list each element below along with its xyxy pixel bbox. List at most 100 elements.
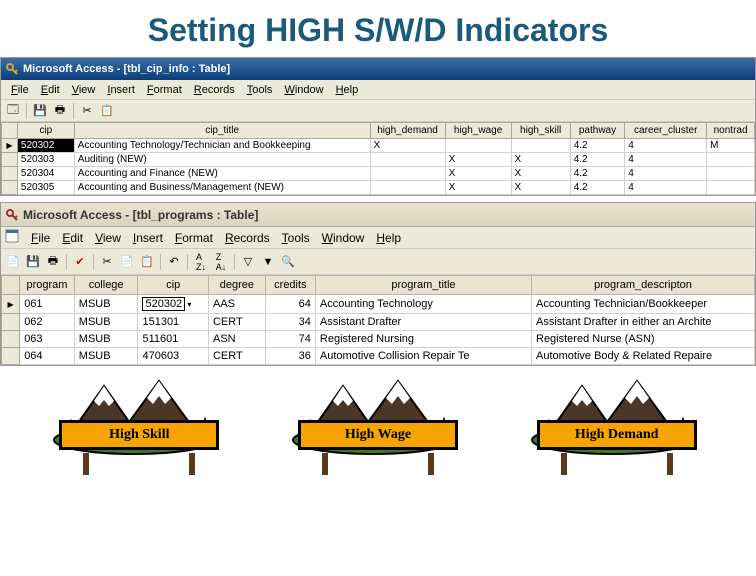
cell-cip[interactable]: 520303 [17, 153, 74, 167]
tb-print-icon[interactable]: 🖶 [44, 253, 62, 271]
menu-file[interactable]: File [25, 229, 56, 247]
cell-high_demand[interactable]: X [370, 139, 445, 153]
cell-program[interactable]: 061 [20, 295, 75, 314]
cell-pathway[interactable]: 4.2 [570, 167, 625, 181]
rowhead[interactable] [2, 153, 18, 167]
tb-sort-desc-icon[interactable]: ZA↓ [212, 253, 230, 271]
cell-high_wage[interactable] [445, 139, 511, 153]
cell-degree[interactable]: CERT [208, 314, 265, 331]
menu-tools[interactable]: Tools [276, 229, 316, 247]
cell-nontrad[interactable]: M [707, 139, 755, 153]
grid-programs[interactable]: programcollegecipdegreecreditsprogram_ti… [1, 275, 755, 365]
table-row[interactable]: 520303Auditing (NEW)XX4.24 [2, 153, 755, 167]
cell-cip[interactable]: 520305 [17, 181, 74, 195]
table-row[interactable]: 520302Accounting Technology/Technician a… [2, 139, 755, 153]
tb-cut-icon[interactable]: ✂ [78, 102, 96, 120]
col-pathway[interactable]: pathway [570, 123, 625, 139]
tb-spell-icon[interactable]: ✔ [71, 253, 89, 271]
menu-records[interactable]: Records [188, 82, 241, 98]
cell-cip_title[interactable]: Accounting and Finance (NEW) [74, 167, 370, 181]
tb-cut-icon[interactable]: ✂ [98, 253, 116, 271]
rowhead-corner[interactable] [2, 123, 18, 139]
rowhead[interactable] [2, 314, 20, 331]
col-cip[interactable]: cip [138, 276, 209, 295]
cell-high_wage[interactable]: X [445, 181, 511, 195]
cell-program[interactable]: 063 [20, 331, 75, 348]
rowhead-corner[interactable] [2, 276, 20, 295]
cell-cip[interactable]: 520304 [17, 167, 74, 181]
table-row[interactable]: 063MSUB511601ASN74Registered NursingRegi… [2, 331, 755, 348]
cell-degree[interactable]: AAS [208, 295, 265, 314]
tb-filter-icon[interactable]: ▽ [239, 253, 257, 271]
tb-copy-icon[interactable]: 📄 [118, 253, 136, 271]
cell-high_demand[interactable] [370, 181, 445, 195]
menu-format[interactable]: Format [169, 229, 219, 247]
col-nontrad[interactable]: nontrad [707, 123, 755, 139]
cell-cip[interactable]: 520302 ▾ [138, 295, 209, 314]
cell-career_cluster[interactable]: 4 [625, 167, 707, 181]
cell-program_descripton[interactable]: Assistant Drafter in either an Archite [532, 314, 755, 331]
col-high_wage[interactable]: high_wage [445, 123, 511, 139]
cell-program_descripton[interactable]: Registered Nurse (ASN) [532, 331, 755, 348]
cell-cip[interactable]: 520302 [17, 139, 74, 153]
tb-save-icon[interactable]: 💾 [24, 253, 42, 271]
cell-college[interactable]: MSUB [74, 295, 138, 314]
menu-tools[interactable]: Tools [241, 82, 279, 98]
rowhead[interactable] [2, 331, 20, 348]
cell-degree[interactable]: CERT [208, 348, 265, 365]
rowhead[interactable] [2, 139, 18, 153]
cell-nontrad[interactable] [707, 153, 755, 167]
col-degree[interactable]: degree [208, 276, 265, 295]
col-credits[interactable]: credits [265, 276, 315, 295]
menu-insert[interactable]: Insert [127, 229, 169, 247]
cell-nontrad[interactable] [707, 167, 755, 181]
cell-pathway[interactable]: 4.2 [570, 139, 625, 153]
cell-pathway[interactable]: 4.2 [570, 153, 625, 167]
cell-college[interactable]: MSUB [74, 331, 138, 348]
cell-career_cluster[interactable]: 4 [625, 139, 707, 153]
cell-high_wage[interactable]: X [445, 167, 511, 181]
menu-window[interactable]: Window [278, 82, 329, 98]
tb-view-icon[interactable]: 📄 [4, 253, 22, 271]
cell-high_skill[interactable] [511, 139, 570, 153]
menu-insert[interactable]: Insert [101, 82, 141, 98]
cell-credits[interactable]: 64 [265, 295, 315, 314]
tb-view-icon[interactable]: 🗔 [4, 102, 22, 120]
cell-college[interactable]: MSUB [74, 314, 138, 331]
cell-college[interactable]: MSUB [74, 348, 138, 365]
cell-program[interactable]: 064 [20, 348, 75, 365]
tb-filter2-icon[interactable]: ▼ [259, 253, 277, 271]
col-high_demand[interactable]: high_demand [370, 123, 445, 139]
cell-pathway[interactable]: 4.2 [570, 181, 625, 195]
col-program_descripton[interactable]: program_descripton [532, 276, 755, 295]
cell-program_descripton[interactable]: Automotive Body & Related Repaire [532, 348, 755, 365]
cell-program_descripton[interactable]: Accounting Technician/Bookkeeper [532, 295, 755, 314]
cell-program[interactable]: 062 [20, 314, 75, 331]
tb-paste-icon[interactable]: 📋 [138, 253, 156, 271]
menu-help[interactable]: Help [370, 229, 407, 247]
menu-help[interactable]: Help [330, 82, 365, 98]
cell-credits[interactable]: 36 [265, 348, 315, 365]
menu-edit[interactable]: Edit [35, 82, 66, 98]
tb-find-icon[interactable]: 🔍 [279, 253, 297, 271]
cell-nontrad[interactable] [707, 181, 755, 195]
rowhead[interactable] [2, 167, 18, 181]
cell-credits[interactable]: 74 [265, 331, 315, 348]
rowhead[interactable] [2, 181, 18, 195]
cell-high_demand[interactable] [370, 153, 445, 167]
col-high_skill[interactable]: high_skill [511, 123, 570, 139]
tb-save-icon[interactable]: 💾 [31, 102, 49, 120]
col-college[interactable]: college [74, 276, 138, 295]
tb-print-icon[interactable]: 🖶 [51, 102, 69, 120]
cell-high_skill[interactable]: X [511, 181, 570, 195]
tb-sort-asc-icon[interactable]: AZ↓ [192, 253, 210, 271]
menu-file[interactable]: File [5, 82, 35, 98]
cell-credits[interactable]: 34 [265, 314, 315, 331]
col-cip_title[interactable]: cip_title [74, 123, 370, 139]
cell-program_title[interactable]: Registered Nursing [315, 331, 531, 348]
cell-program_title[interactable]: Assistant Drafter [315, 314, 531, 331]
grid-cip-info[interactable]: cipcip_titlehigh_demandhigh_wagehigh_ski… [1, 122, 755, 195]
rowhead[interactable] [2, 348, 20, 365]
cell-cip_title[interactable]: Accounting Technology/Technician and Boo… [74, 139, 370, 153]
rowhead[interactable] [2, 295, 20, 314]
